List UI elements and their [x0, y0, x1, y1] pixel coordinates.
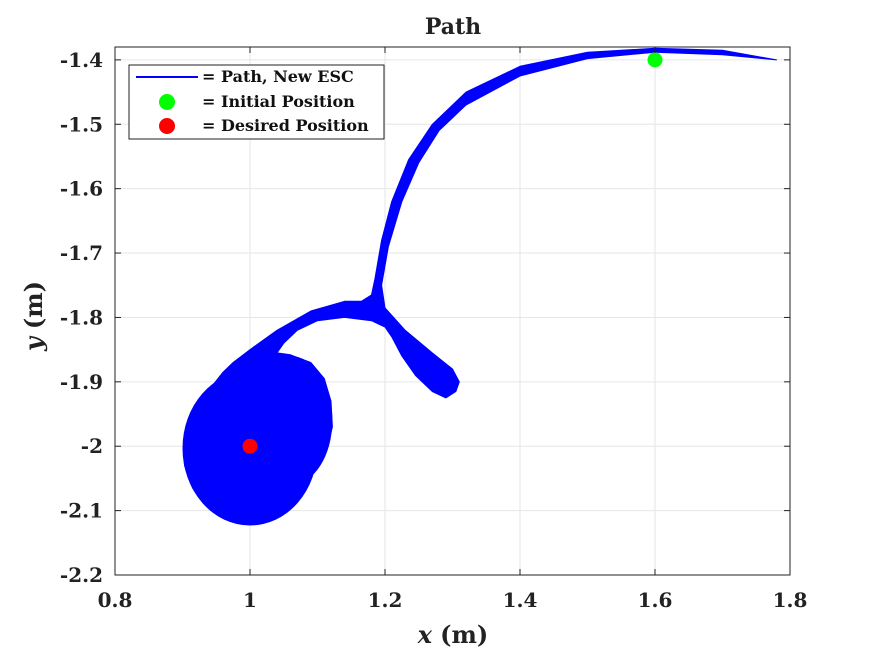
- desired-position-point: [242, 438, 258, 454]
- legend-label-initial: = Initial Position: [202, 92, 355, 111]
- legend: = Path, New ESC = Initial Position = Des…: [128, 64, 385, 140]
- ticks: [114, 47, 791, 576]
- y-axis-variable: y: [19, 335, 48, 352]
- x-tick-label: 1.8: [773, 588, 808, 612]
- y-tick-label: -1.5: [60, 112, 103, 136]
- axes-box: [114, 46, 791, 576]
- y-tick-label: -1.6: [60, 177, 103, 201]
- path-new-esc-trajectory: [183, 47, 777, 518]
- x-tick-label: 1.6: [638, 588, 673, 612]
- tick-labels: 0.8 1 1.2 1.4 1.6 1.8 -2.2 -2.1 -2 -1.9 -1.8 -1.7 -1…: [60, 48, 808, 612]
- plot-area: [182, 47, 777, 526]
- x-tick-label: 1: [243, 588, 257, 612]
- x-tick-label: 0.8: [98, 588, 133, 612]
- y-axis-unit: (m): [19, 281, 48, 329]
- x-axis-label: x (m): [417, 620, 488, 649]
- chart-title: Path: [425, 14, 481, 40]
- legend-green-dot-swatch: [159, 94, 175, 110]
- y-tick-label: -2: [81, 434, 103, 458]
- y-tick-label: -1.7: [60, 241, 103, 265]
- x-axis-variable: x: [417, 620, 433, 649]
- y-tick-label: -1.4: [60, 48, 103, 72]
- y-tick-label: -1.9: [60, 370, 103, 394]
- x-tick-label: 1.4: [503, 588, 538, 612]
- initial-position-point: [647, 52, 663, 68]
- legend-label-desired: = Desired Position: [202, 116, 369, 135]
- legend-label-path: = Path, New ESC: [202, 67, 354, 86]
- y-axis-label: y (m): [19, 281, 48, 352]
- y-tick-label: -2.2: [60, 563, 103, 587]
- legend-red-dot-swatch: [159, 118, 175, 134]
- y-tick-label: -1.8: [60, 305, 103, 329]
- x-tick-label: 1.2: [368, 588, 403, 612]
- x-axis-unit: (m): [440, 620, 488, 649]
- y-tick-label: -2.1: [60, 499, 103, 523]
